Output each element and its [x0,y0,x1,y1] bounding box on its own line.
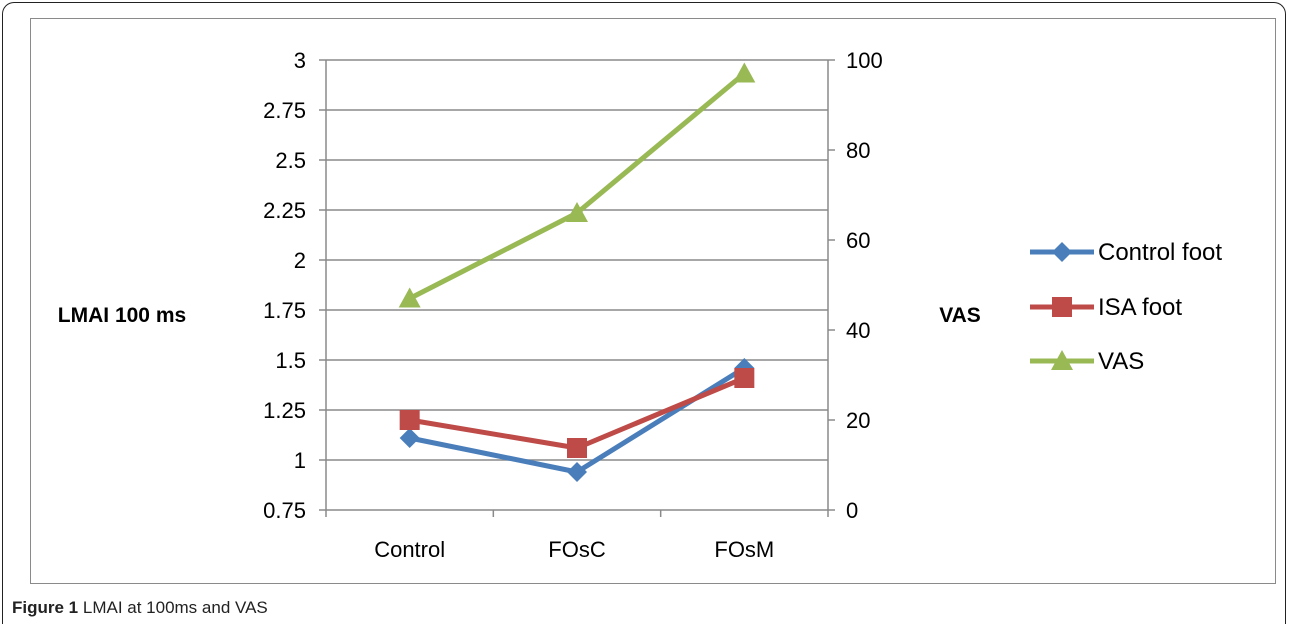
series-line [409,375,746,451]
y-tick-label: 2.5 [275,148,306,173]
chart-area [30,18,1276,584]
caption-text: LMAI at 100ms and VAS [82,598,268,617]
y-tick-label: 2.75 [263,98,306,123]
legend-item: VAS [1030,348,1144,375]
x-tick-label: FOsM [714,537,774,562]
y-tick-label: 1.25 [263,398,306,423]
series-line [408,71,746,301]
x-tick-label: FOsC [548,537,606,562]
y-tick-label: 2 [294,248,306,273]
y2-tick-label: 80 [846,138,870,163]
legend-marker [1051,350,1073,370]
legend-label: VAS [1098,348,1144,375]
series-control-foot [399,358,755,482]
series-vas [398,62,756,308]
data-point [567,438,587,458]
series-isa-foot [399,368,755,458]
y2-tick-label: 40 [846,318,870,343]
series [398,62,756,482]
data-point [399,428,420,448]
legend-marker [1052,242,1072,262]
figure-caption: Figure 1 LMAI at 100ms and VAS [12,598,268,618]
tick-labels: 0.75 1 1.25 1.5 1.75 2 2.25 2.5 2.75 3 0 20 40 60 80 10… [263,48,883,562]
legend-item: ISA foot [1030,294,1182,321]
data-point [733,62,756,83]
y-axis-label: LMAI 100 ms [58,304,186,327]
legend-marker [1052,297,1072,317]
legend-label: ISA foot [1098,294,1182,321]
axes [319,59,835,517]
data-point [734,368,755,388]
y2-tick-label: 60 [846,228,870,253]
data-point [566,202,588,222]
legend-item: Control foot [1030,239,1222,266]
data-point [399,410,420,430]
legend: Control foot ISA foot VAS [1030,239,1222,375]
data-point [398,287,421,308]
y-tick-label: 1.5 [275,348,306,373]
y2-tick-label: 20 [846,408,870,433]
y2-tick-label: 0 [846,498,858,523]
y-tick-label: 1 [294,448,306,473]
y-tick-label: 3 [294,48,306,73]
gridlines [326,59,828,461]
y-tick-label: 1.75 [263,298,306,323]
caption-label: Figure 1 [12,598,79,617]
legend-label: Control foot [1098,239,1222,266]
y2-axis-label: VAS [939,304,981,327]
data-point [567,462,587,482]
x-tick-label: Control [374,537,445,562]
y-tick-label: 2.25 [263,198,306,223]
y-tick-label: 0.75 [263,498,306,523]
y2-tick-label: 100 [846,48,883,73]
